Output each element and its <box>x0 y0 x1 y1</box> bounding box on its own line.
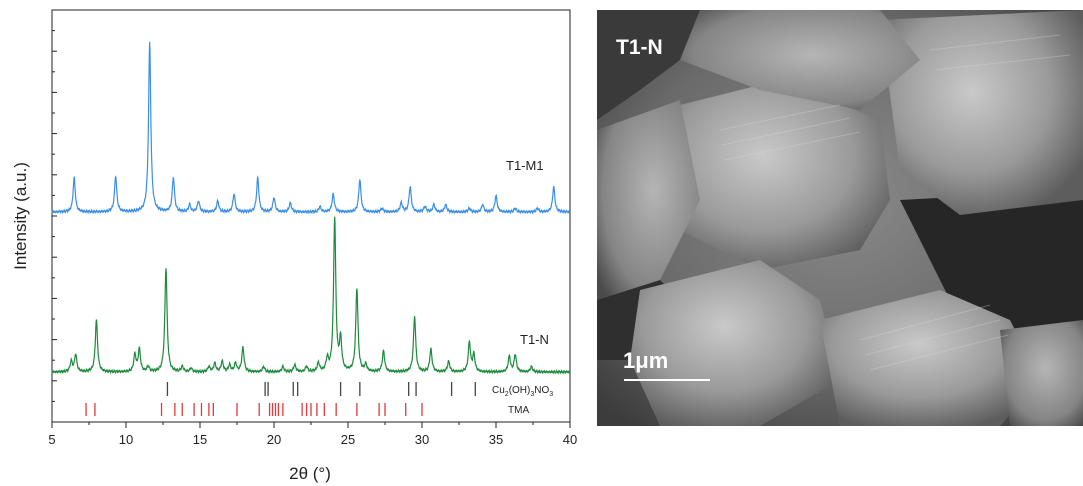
series-label-t1-n: T1-N <box>520 332 549 347</box>
x-tick-label: 35 <box>489 432 503 447</box>
series-line-t1-n <box>51 216 571 375</box>
ref-label-cu2oh3no3: Cu2(OH)3NO3 <box>492 385 553 398</box>
series-line-t1-m1 <box>51 41 571 215</box>
x-tick-label: 25 <box>341 432 355 447</box>
x-axis-title: 2θ (°) <box>289 464 331 483</box>
x-tick-label: 10 <box>119 432 133 447</box>
sem-image: T1-N 1μm <box>597 10 1083 426</box>
x-axis-ticks: 5 10 15 20 25 30 35 40 <box>48 422 577 447</box>
y-axis-ticks <box>52 9 57 423</box>
series-label-t1-m1: T1-M1 <box>506 158 544 173</box>
x-tick-label: 20 <box>267 432 281 447</box>
plot-frame <box>51 9 571 423</box>
reference-layer <box>85 382 476 416</box>
series-layer <box>51 41 571 375</box>
ref-label-tma: TMA <box>508 405 529 416</box>
x-tick-label: 15 <box>193 432 207 447</box>
y-axis-title: Intensity (a.u.) <box>11 162 30 270</box>
plot-area <box>51 9 571 423</box>
x-tick-label: 40 <box>563 432 577 447</box>
x-tick-label: 30 <box>415 432 429 447</box>
scale-bar-label: 1μm <box>623 348 668 373</box>
x-tick-label: 5 <box>48 432 55 447</box>
sem-panel-label: T1-N <box>616 36 663 59</box>
